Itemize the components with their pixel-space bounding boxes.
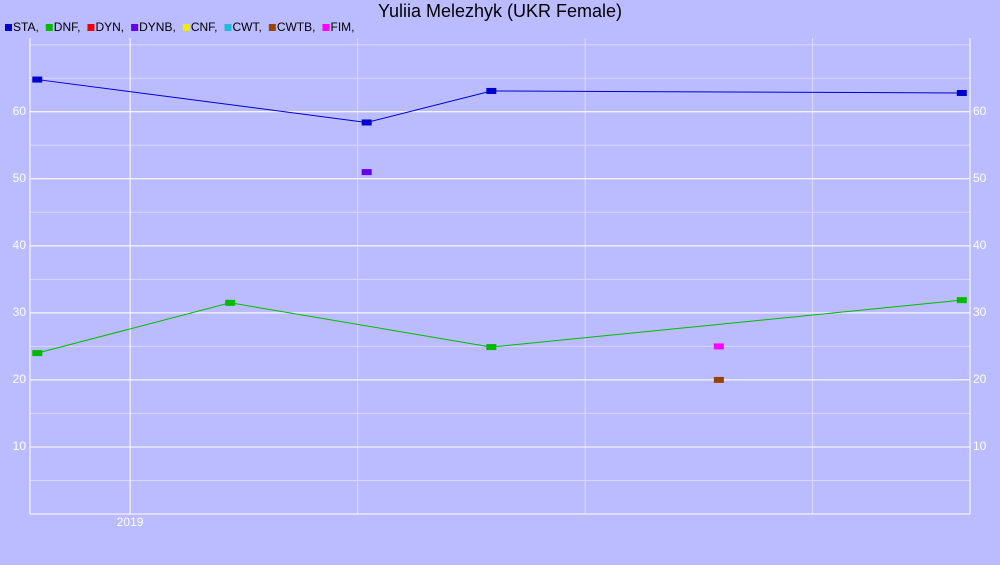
series-line [37,79,962,123]
legend-label: CNF, [191,20,218,34]
y2-tick-label: 10 [973,439,987,453]
y2-tick-label: 50 [973,171,987,185]
marker [713,343,724,350]
x-tick-label: 2019 [117,515,144,529]
legend-swatch [182,24,190,31]
legend-label: CWTB, [277,20,316,34]
y2-tick-label: 20 [973,372,987,386]
y-tick-label: 60 [13,104,27,118]
y-tick-label: 20 [13,372,27,386]
marker [32,350,43,357]
y-tick-label: 40 [13,238,27,252]
legend-swatch [131,24,139,31]
series-line [37,299,962,354]
legend-swatch [5,24,12,31]
legend-label: DNF, [54,20,81,34]
legend-swatch [224,24,232,31]
legend-swatch [45,24,53,31]
legend-swatch [322,24,330,31]
marker [486,344,497,351]
marker [956,89,967,96]
marker [225,299,236,306]
y-tick-label: 30 [13,305,27,319]
marker [713,376,724,383]
chart-title: Yuliia Melezhyk (UKR Female) [378,1,622,21]
marker [956,297,967,304]
y-tick-label: 50 [13,171,27,185]
marker [32,76,43,83]
legend-label: DYNB, [139,20,176,34]
y2-tick-label: 60 [973,104,987,118]
legend-label: STA, [13,20,39,34]
marker [486,87,497,94]
legend-label: FIM, [330,20,354,34]
marker [361,119,372,126]
y2-tick-label: 40 [973,238,987,252]
legend-swatch [87,24,95,31]
legend-label: DYN, [95,20,124,34]
legend-label: CWT, [232,20,261,34]
y2-tick-label: 30 [973,305,987,319]
y-tick-label: 10 [13,439,27,453]
legend-swatch [268,24,276,31]
marker [361,169,372,176]
